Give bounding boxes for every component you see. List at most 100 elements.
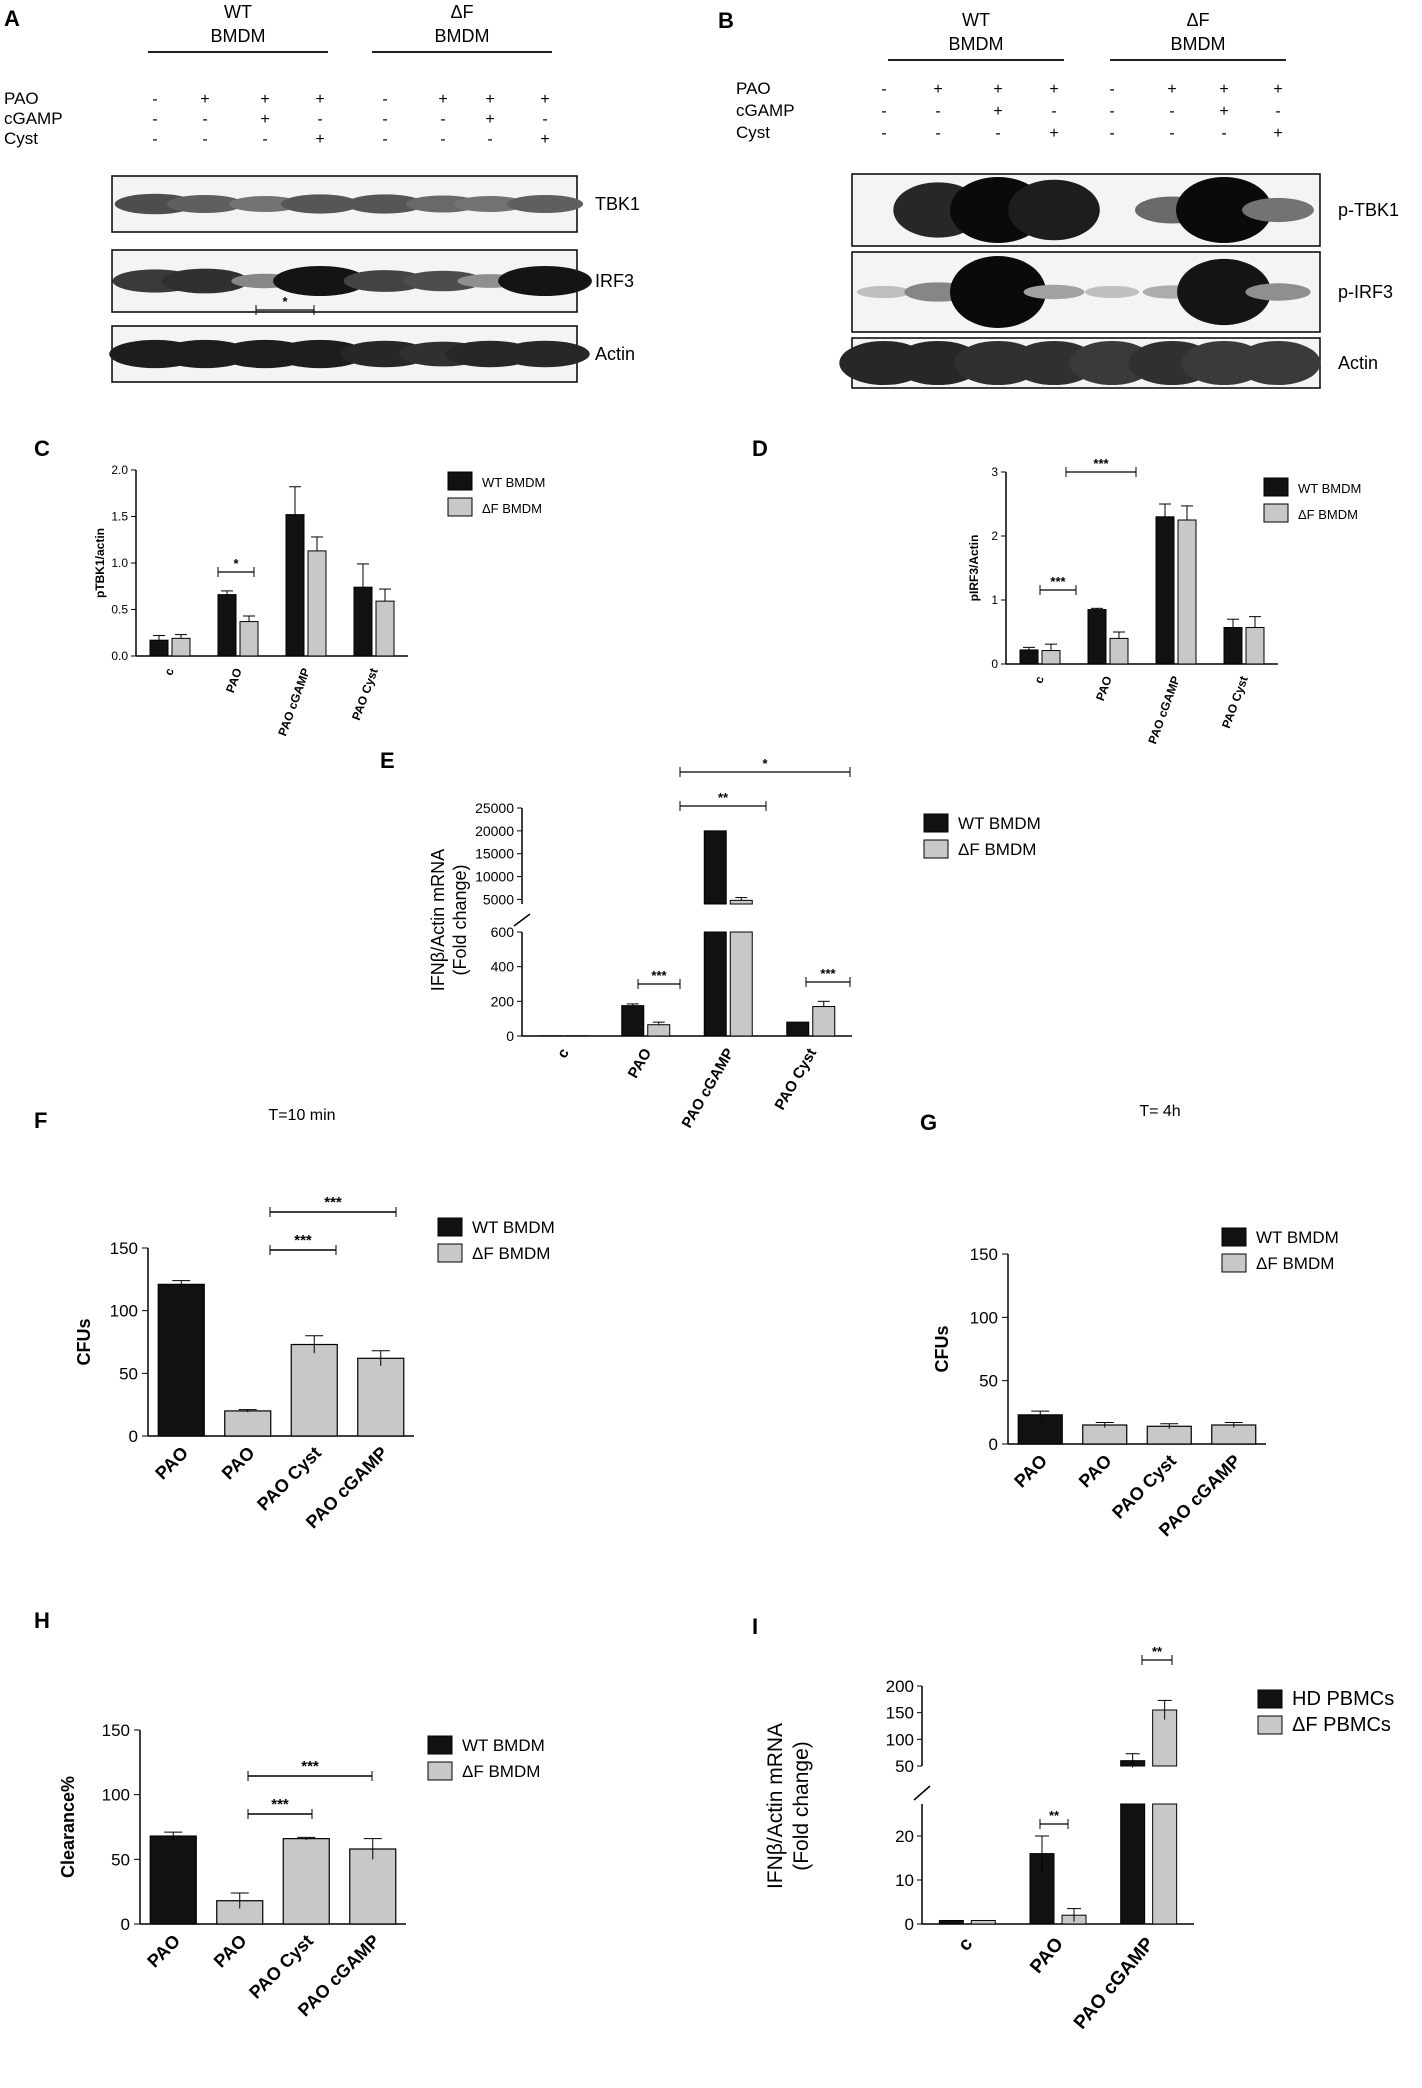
treatment-sign: - xyxy=(995,125,1000,142)
y-tick-label: 3 xyxy=(991,465,998,479)
blot-band xyxy=(229,195,301,213)
axis-break-mark xyxy=(513,913,531,927)
bar xyxy=(938,1919,964,1925)
panel-a: A WT BMDM ΔF BMDM PAO - + + + - + + + cGAMP - - + - - - + - Cy… xyxy=(4,2,640,383)
x-tick-label: PAO cGAMP xyxy=(679,1046,738,1131)
bar xyxy=(149,1835,197,1925)
legend-label: ΔF BMDM xyxy=(482,501,542,516)
y-tick-label: 0 xyxy=(991,657,998,671)
blot-band xyxy=(1245,283,1311,301)
y-tick-label: 2.0 xyxy=(111,463,128,477)
legend-swatch xyxy=(1263,503,1289,523)
bar xyxy=(1245,627,1265,665)
x-tick-label: c xyxy=(554,1046,573,1062)
treatment-sign: + xyxy=(260,111,269,128)
legend-label: WT BMDM xyxy=(958,814,1041,833)
treatment-sign: + xyxy=(315,131,324,148)
panel-b: B WT BMDM ΔF BMDM PAO - + + + - + + + cGAMP - - + - - - + - Cy… xyxy=(718,8,1399,389)
treatment-sign: + xyxy=(1219,103,1228,120)
blot-band xyxy=(402,270,484,292)
y-tick-label: 50 xyxy=(895,1757,914,1776)
treatment-label: Cyst xyxy=(4,129,38,148)
treatment-sign: - xyxy=(202,111,207,128)
group-label-line2: BMDM xyxy=(1171,34,1226,54)
y-tick-label: 150 xyxy=(886,1704,914,1723)
x-tick-label: c xyxy=(954,1933,977,1955)
y-axis-title: Clearance% xyxy=(58,1776,78,1878)
treatment-sign: + xyxy=(438,91,447,108)
blot-band xyxy=(1235,341,1321,385)
legend-swatch xyxy=(1221,1227,1247,1247)
treatment-sign: + xyxy=(1049,81,1058,98)
legend-label: ΔF BMDM xyxy=(958,840,1036,859)
y-tick-label: 20000 xyxy=(475,823,514,839)
bar xyxy=(812,1006,836,1037)
blot-band xyxy=(1069,341,1155,385)
legend-swatch xyxy=(427,1735,453,1755)
x-tick-label: c xyxy=(161,666,177,677)
y-axis-title: CFUs xyxy=(932,1325,952,1372)
blot-label: IRF3 xyxy=(595,271,634,291)
group-label-line1: WT xyxy=(224,2,252,22)
bar xyxy=(621,1005,645,1037)
y-tick-label: 0.5 xyxy=(111,603,128,617)
panel-e-label: E xyxy=(380,748,395,773)
y-axis-title: CFUs xyxy=(74,1318,94,1365)
group-label-line1: WT xyxy=(962,10,990,30)
treatment-sign: - xyxy=(881,81,886,98)
sig-stars: *** xyxy=(820,966,836,981)
treatment-sign: - xyxy=(935,103,940,120)
legend-label: WT BMDM xyxy=(1298,481,1361,496)
y-tick-label: 400 xyxy=(491,959,515,975)
x-tick-label: PAO xyxy=(1093,674,1115,702)
blot-band xyxy=(1023,284,1085,300)
treatment-sign: + xyxy=(540,131,549,148)
treatment-sign: - xyxy=(440,111,445,128)
bar xyxy=(1017,1414,1063,1445)
treatment-sign: + xyxy=(200,91,209,108)
legend-label: WT BMDM xyxy=(462,1736,545,1755)
y-tick-label: 1.5 xyxy=(111,510,128,524)
x-tick-label: PAO xyxy=(1026,1934,1068,1978)
treatment-sign: + xyxy=(260,91,269,108)
treatment-sign: - xyxy=(1051,103,1056,120)
blot-band xyxy=(856,285,912,299)
bar-upper xyxy=(729,899,753,905)
group-label-line2: BMDM xyxy=(435,26,490,46)
x-tick-label: PAO xyxy=(143,1931,184,1972)
y-tick-label: 0 xyxy=(989,1435,998,1454)
bar-upper xyxy=(703,830,727,905)
panel-c-label: C xyxy=(34,436,50,461)
chart-title: T=10 min xyxy=(268,1107,335,1124)
sig-stars: *** xyxy=(271,1796,289,1813)
treatment-label: cGAMP xyxy=(736,101,795,120)
x-tick-label: PAO cGAMP xyxy=(275,666,312,738)
legend-swatch xyxy=(923,839,949,859)
legend-label: WT BMDM xyxy=(1256,1228,1339,1247)
bar xyxy=(171,637,191,657)
y-tick-label: 10 xyxy=(895,1871,914,1890)
legend-swatch xyxy=(923,813,949,833)
sig-stars: * xyxy=(233,556,239,571)
blot-band xyxy=(1242,197,1314,223)
bar xyxy=(1146,1425,1192,1445)
sig-stars: *** xyxy=(324,1194,342,1211)
x-tick-label: PAO xyxy=(625,1045,656,1081)
y-tick-label: 50 xyxy=(111,1850,130,1869)
treatment-sign: + xyxy=(1219,81,1228,98)
legend-swatch xyxy=(1221,1253,1247,1273)
blot-band xyxy=(1084,285,1140,299)
treatment-sign: - xyxy=(1169,125,1174,142)
chart-panel-d: 0 1 2 3 pIRF3/Actin c PAO PAO cGAMP PAO Cyst *** *… xyxy=(967,456,1361,746)
y-axis-title: pIRF3/Actin xyxy=(967,535,981,602)
treatment-label: PAO xyxy=(736,79,771,98)
treatment-sign: + xyxy=(1167,81,1176,98)
y-tick-label: 0 xyxy=(506,1028,514,1044)
bar xyxy=(157,1283,205,1437)
blot-band xyxy=(1008,179,1100,241)
y-tick-label: 10000 xyxy=(475,869,514,885)
blot-band xyxy=(500,340,590,368)
bar xyxy=(353,586,373,657)
panel-a-label: A xyxy=(4,6,20,31)
